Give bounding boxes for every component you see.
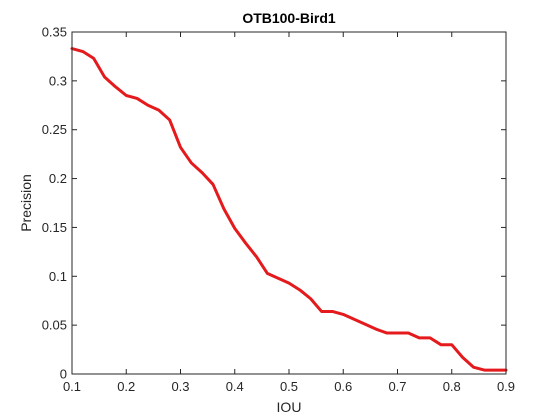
y-tick-label: 0.1: [49, 269, 67, 284]
x-tick-label: 0.6: [334, 379, 352, 394]
x-tick-label: 0.2: [117, 379, 135, 394]
x-tick-label: 0.1: [63, 379, 81, 394]
x-tick-label: 0.4: [226, 379, 244, 394]
x-axis-label: IOU: [277, 399, 302, 415]
y-tick-label: 0.35: [42, 25, 67, 40]
x-tick-label: 0.5: [280, 379, 298, 394]
chart-title: OTB100-Bird1: [242, 10, 336, 26]
series-line: [70, 47, 508, 372]
series-layer: [70, 47, 508, 372]
x-tick-label: 0.9: [497, 379, 515, 394]
y-tick-label: 0.3: [49, 73, 67, 88]
plot-frame: [71, 31, 507, 375]
y-tick-label: 0.2: [49, 171, 67, 186]
y-tick-label: 0: [60, 367, 67, 382]
y-axis-ticks: 0 0.05 0.1 0.15 0.2 0.25 0.3 0.35: [42, 25, 506, 382]
x-tick-label: 0.7: [388, 379, 406, 394]
y-tick-label: 0.05: [42, 318, 67, 333]
y-tick-label: 0.15: [42, 220, 67, 235]
x-axis-ticks: 0.1 0.2 0.3 0.4 0.5 0.6 0.7 0.8 0.9: [63, 32, 515, 394]
x-tick-label: 0.3: [171, 379, 189, 394]
x-tick-label: 0.8: [443, 379, 461, 394]
plot-area: [72, 32, 506, 374]
y-axis-label: Precision: [18, 174, 34, 232]
y-tick-label: 0.25: [42, 122, 67, 137]
